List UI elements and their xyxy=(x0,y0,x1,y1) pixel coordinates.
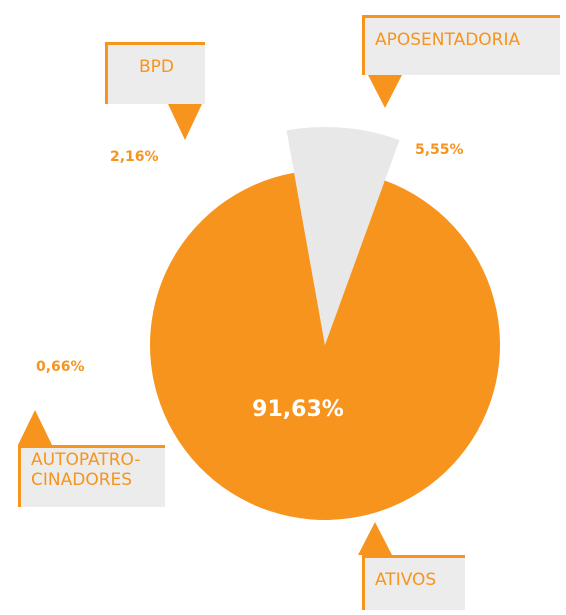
category-label: ATIVOS xyxy=(362,555,465,610)
category-label: BPD xyxy=(105,42,205,104)
callout-pointer xyxy=(368,75,402,108)
category-label: APOSENTADORIA xyxy=(362,15,560,75)
value-label: 5,55% xyxy=(415,142,464,158)
pie-slice xyxy=(325,127,400,345)
category-label: AUTOPATRO-CINADORES xyxy=(18,445,165,507)
callout-pointer xyxy=(18,410,52,445)
pie-slice xyxy=(149,172,501,521)
value-label: 2,16% xyxy=(110,149,159,165)
pie-slice xyxy=(295,127,325,345)
value-label: 0,66% xyxy=(36,359,85,375)
value-label: 91,63% xyxy=(252,397,344,422)
pie-slice xyxy=(286,129,325,345)
callout-pointer xyxy=(358,522,392,555)
callout-pointer xyxy=(168,104,202,140)
